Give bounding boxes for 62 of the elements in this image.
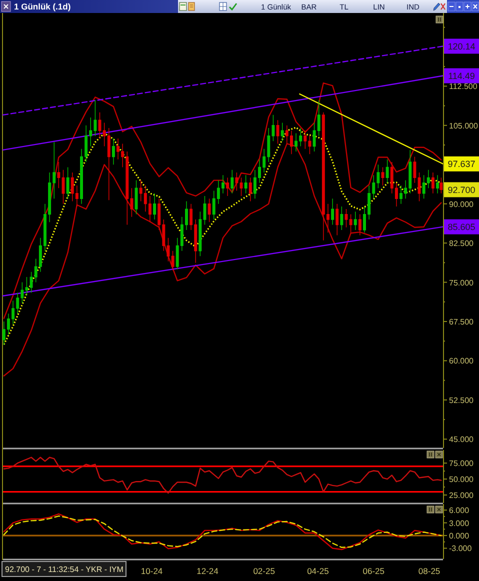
x-tick-label: 12-24 [196,566,219,576]
y-tick-label: 75.000 [449,278,474,288]
candlestick [66,166,70,199]
candlestick [198,211,202,256]
y-tick-label: 0.000 [449,532,470,541]
chart-title: 1 Günlük (.1d) [14,2,71,12]
annotation: 92.700 [448,185,476,196]
candlestick [349,214,352,233]
x-tick-label: 08-25 [418,566,440,576]
y-tick-label: 50.000 [449,475,474,484]
candlestick [331,198,334,226]
candlestick [354,211,357,230]
x-tick-label: 06-25 [362,566,385,576]
y-tick-label: 75.000 [449,459,474,468]
candlestick [413,156,416,184]
candlestick [280,122,284,142]
candlestick [112,138,115,165]
candlestick [358,214,362,236]
line-series [3,456,442,494]
x-tick-label: 02-25 [253,566,276,576]
line-series [3,82,442,319]
annotation: 97.637 [448,159,476,170]
x-tick-label: 10-24 [140,566,163,576]
annotation: 85.605 [448,222,476,232]
annotation: 114.49 [448,71,475,82]
y-tick-label: 67.500 [449,317,474,326]
y-tick-label: 90.000 [449,200,474,209]
candlestick [436,174,440,194]
candlestick [248,177,252,202]
y-tick-label: 45.000 [449,435,474,444]
x-tick-label: 04-25 [307,566,330,576]
candlestick [381,166,384,186]
line-series [3,126,442,346]
candlestick [244,174,248,194]
text: 92.700 - 7 - 11:32:54 - YKR - IYM [5,565,124,574]
candlestick [208,198,211,222]
candlestick [134,180,138,215]
annotation: 120.14 [448,42,476,52]
y-tick-label: 52.500 [449,396,474,405]
y-tick-label: 25.000 [449,490,474,500]
candlestick [230,169,234,194]
y-tick-label: 3.000 [449,518,470,528]
candlestick [431,172,434,194]
candlestick [57,162,60,188]
candlestick [336,203,339,236]
candlestick [240,177,243,196]
y-tick-label: 105.000 [449,121,478,130]
candlestick [386,159,389,184]
candlestick [235,172,238,192]
line-series [3,143,442,376]
candlestick [226,177,230,196]
candlestick [276,120,280,144]
candlestick [171,250,174,271]
candlestick [340,206,344,230]
y-tick-label: 6.000 [449,506,470,516]
candlestick [418,172,421,202]
candlestick [153,193,156,220]
y-tick-label: 112.500 [449,82,478,92]
y-tick-label: 60.000 [449,356,474,366]
candlestick [344,208,348,228]
y-tick-label: 82.500 [449,239,474,248]
y-tick-label: -3.000 [449,544,472,554]
